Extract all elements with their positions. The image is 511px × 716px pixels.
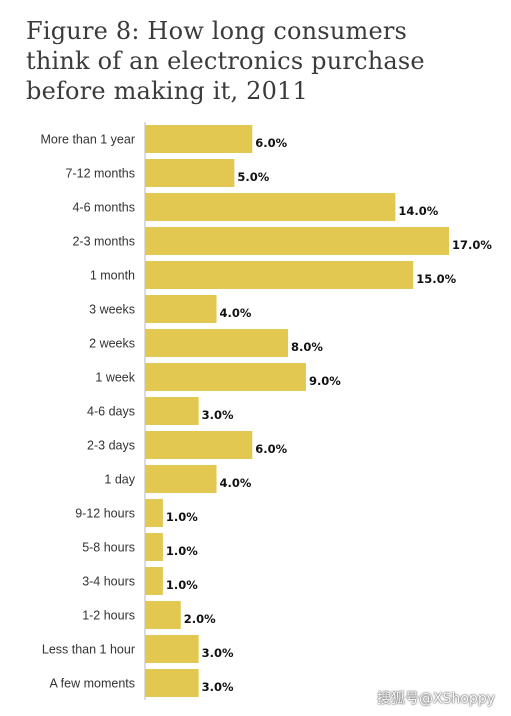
bar [145, 125, 253, 153]
value-label: 3.0% [202, 680, 234, 694]
bar [145, 601, 181, 629]
category-label: 1-2 hours [82, 609, 135, 623]
bar [145, 669, 199, 697]
bar [145, 499, 163, 527]
category-label: 4-6 days [87, 405, 135, 419]
value-label: 6.0% [255, 136, 287, 150]
category-label: 9-12 hours [75, 507, 135, 521]
value-label: 4.0% [220, 476, 252, 490]
value-label: 17.0% [452, 238, 492, 252]
bar [145, 363, 306, 391]
bar [145, 329, 289, 357]
value-label: 14.0% [398, 204, 438, 218]
category-label: 5-8 hours [82, 541, 135, 555]
category-label: 2-3 days [87, 439, 135, 453]
bar [145, 465, 217, 493]
chart-title-line-1: Figure 8: How long consumers [26, 17, 408, 45]
chart-title-line-2: think of an electronics purchase [26, 47, 425, 75]
value-label: 1.0% [166, 510, 198, 524]
value-label: 5.0% [237, 170, 269, 184]
category-label: 1 day [104, 473, 135, 487]
bar [145, 227, 449, 255]
category-label: 2 weeks [89, 337, 135, 351]
bar [145, 261, 414, 289]
bar [145, 567, 163, 595]
category-label: 7-12 months [66, 167, 135, 181]
chart-title-line-3: before making it, 2011 [26, 77, 308, 105]
category-label: 3 weeks [89, 303, 135, 317]
value-label: 2.0% [184, 612, 216, 626]
category-label: 1 month [90, 269, 135, 283]
value-label: 9.0% [309, 374, 341, 388]
value-label: 8.0% [291, 340, 323, 354]
bar [145, 397, 199, 425]
bar [145, 193, 396, 221]
value-label: 4.0% [220, 306, 252, 320]
category-label: A few moments [50, 677, 135, 691]
value-label: 1.0% [166, 578, 198, 592]
category-label: 4-6 months [72, 201, 135, 215]
bar [145, 431, 253, 459]
category-label: Less than 1 hour [42, 643, 135, 657]
value-label: 6.0% [255, 442, 287, 456]
category-label: More than 1 year [41, 133, 136, 147]
value-label: 3.0% [202, 646, 234, 660]
value-label: 1.0% [166, 544, 198, 558]
chart-title: Figure 8: How long consumers think of an… [26, 16, 496, 106]
category-label: 3-4 hours [82, 575, 135, 589]
value-label: 3.0% [202, 408, 234, 422]
category-label: 2-3 months [72, 235, 135, 249]
value-label: 15.0% [416, 272, 456, 286]
category-label: 1 week [95, 371, 135, 385]
bar [145, 533, 163, 561]
bar [145, 635, 199, 663]
bar [145, 295, 217, 323]
bar [145, 159, 235, 187]
watermark: 搜狐号@XShoppy [377, 691, 495, 707]
